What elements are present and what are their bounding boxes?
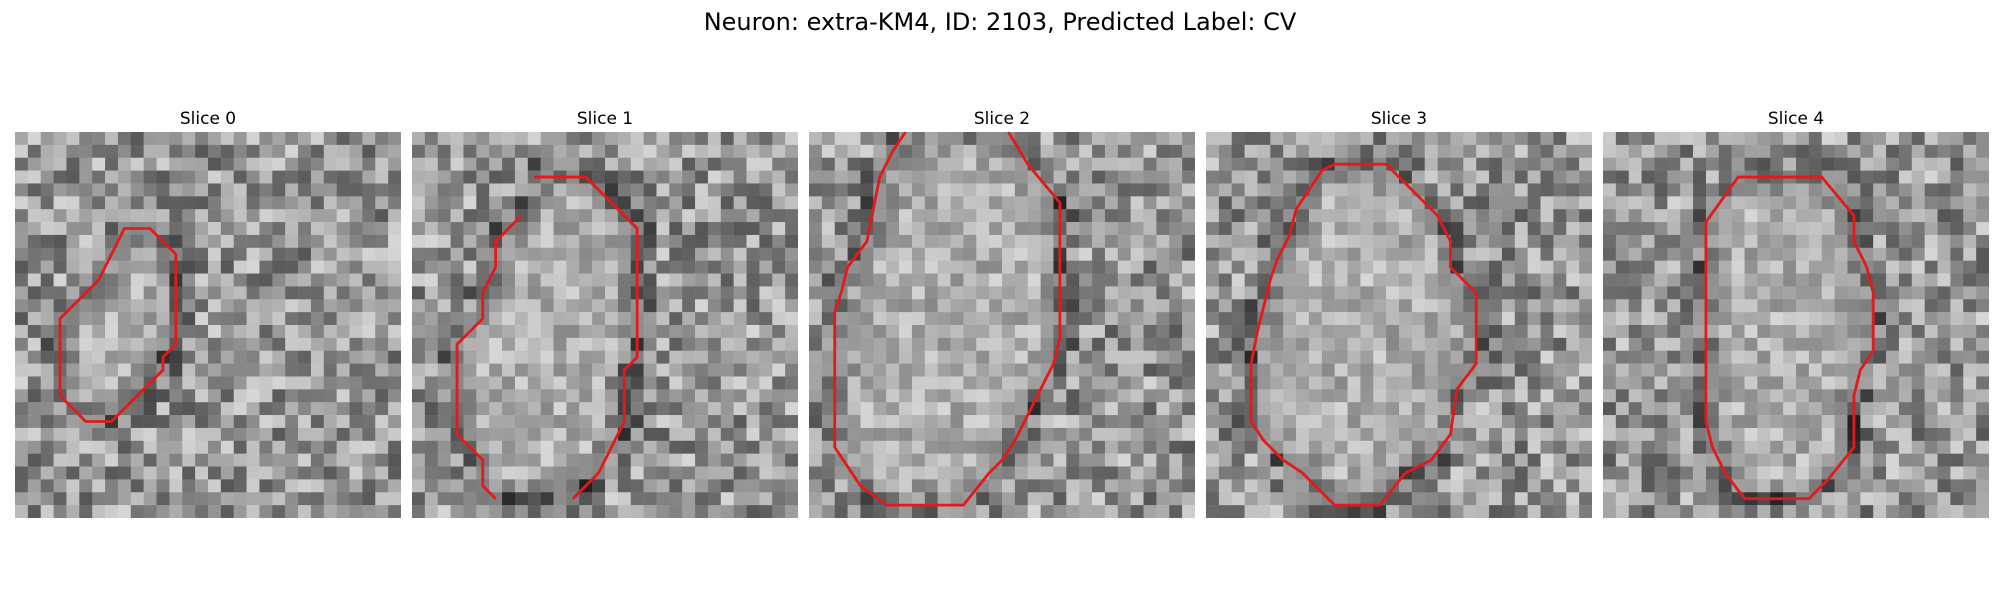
pixel-grid	[1206, 132, 1592, 518]
pixel-grid	[1603, 132, 1989, 518]
contour-line	[455, 214, 523, 500]
slice-image	[1206, 132, 1592, 518]
contour-line	[1249, 162, 1478, 507]
slice-title: Slice 3	[1370, 109, 1428, 129]
contour-line	[1704, 175, 1875, 501]
contour-line	[58, 227, 178, 423]
slice-title: Slice 4	[1767, 109, 1825, 129]
slice-image	[15, 132, 401, 518]
slice-image	[412, 132, 798, 518]
contour-line	[833, 132, 1062, 507]
slice-panel-0: Slice 0	[15, 108, 401, 518]
slice-title: Slice 1	[576, 109, 634, 129]
slice-title: Slice 2	[973, 109, 1031, 129]
pixel-grid	[15, 132, 401, 518]
slice-image	[809, 132, 1195, 518]
contour-line	[534, 175, 639, 500]
pixel-grid	[412, 132, 798, 518]
slice-image	[1603, 132, 1989, 518]
slice-panel-4: Slice 4	[1603, 108, 1989, 518]
pixel-grid	[809, 132, 1195, 518]
slice-panel-1: Slice 1	[412, 108, 798, 518]
slice-panel-2: Slice 2	[809, 108, 1195, 518]
figure-title: Neuron: extra-KM4, ID: 2103, Predicted L…	[703, 8, 1297, 36]
slice-panel-3: Slice 3	[1206, 108, 1592, 518]
slice-title: Slice 0	[179, 109, 237, 129]
